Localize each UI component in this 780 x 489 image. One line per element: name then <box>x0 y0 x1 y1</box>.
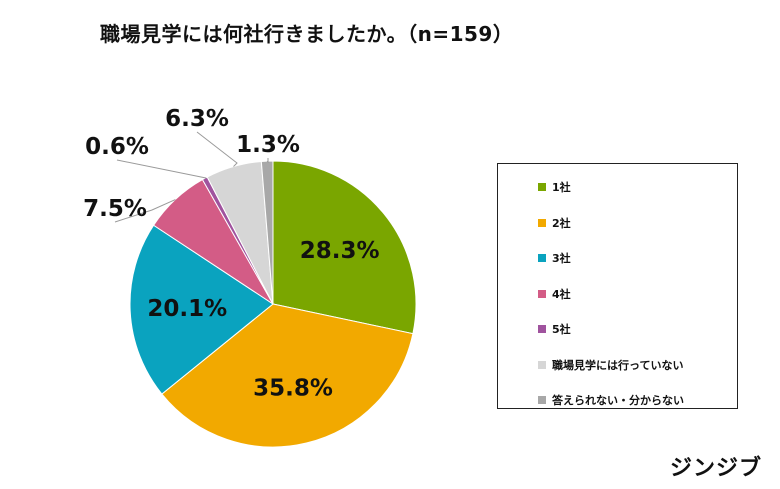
legend-item-6: 職場見学には行っていない <box>538 356 683 374</box>
data-label-2: 35.8% <box>253 375 333 401</box>
legend-swatch <box>538 396 546 404</box>
pie-slice-1 <box>272 160 417 335</box>
legend-item-7: 答えられない・分からない <box>538 391 684 409</box>
legend: 1社 2社 3社 4社 5社職場見学には行っていない 答えられない・分からない <box>497 163 738 409</box>
legend-swatch <box>538 325 546 333</box>
data-label-7: 1.3% <box>236 132 300 158</box>
legend-label: 職場見学には行っていない <box>552 358 684 372</box>
chart-title: 職場見学には何社行きましたか。（n=159） <box>100 22 514 46</box>
legend-swatch <box>538 183 546 191</box>
leader-line-5 <box>116 159 207 179</box>
legend-item-3: 3社 <box>538 249 571 267</box>
leader-line-6 <box>196 131 238 167</box>
pie-slice-2 <box>161 303 414 448</box>
legend-label: 1社 <box>552 181 571 194</box>
data-label-1: 28.3% <box>300 238 380 264</box>
leader-line-7 <box>266 158 269 164</box>
data-label-5: 0.6% <box>85 134 149 160</box>
brand-logo: ジンジブ <box>669 456 762 481</box>
data-label-4: 7.5% <box>83 196 147 222</box>
data-label-3: 20.1% <box>147 296 227 322</box>
pie-slice-3 <box>129 224 274 395</box>
legend-label: 答えられない・分からない <box>552 394 684 407</box>
legend-swatch <box>538 289 546 298</box>
legend-swatch <box>538 218 546 227</box>
legend-item-2: 2社 <box>538 214 571 232</box>
legend-item-1: 1社 <box>538 178 571 196</box>
legend-label: 3社 <box>552 252 571 265</box>
legend-swatch <box>538 360 546 369</box>
legend-item-4: 4社 <box>538 285 571 303</box>
leader-line-4 <box>114 199 176 223</box>
legend-item-5: 5社 <box>538 320 571 338</box>
legend-label: 5社 <box>552 323 571 336</box>
legend-swatch <box>538 254 546 262</box>
legend-label: 4社 <box>552 287 571 301</box>
legend-label: 2社 <box>552 216 571 230</box>
data-label-6: 6.3% <box>165 106 229 132</box>
